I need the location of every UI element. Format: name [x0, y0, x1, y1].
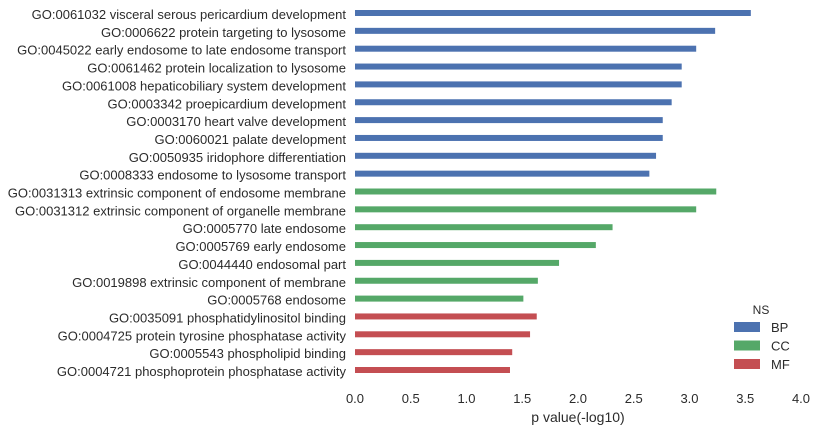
bar-cc — [355, 295, 524, 302]
bar-bp — [355, 134, 663, 141]
category-label: GO:0031312 extrinsic component of organe… — [15, 203, 346, 218]
category-label: GO:0004721 phosphoprotein phosphatase ac… — [57, 364, 347, 379]
bar-bp — [355, 81, 682, 88]
category-label: GO:0005543 phospholipid binding — [149, 346, 346, 361]
legend-swatch-mf — [734, 359, 760, 369]
bar-mf — [355, 313, 537, 320]
x-tick-label: 1.5 — [513, 391, 531, 406]
bar-cc — [355, 259, 560, 266]
category-label: GO:0035091 phosphatidylinositol binding — [109, 310, 346, 325]
category-label: GO:0031313 extrinsic component of endoso… — [8, 186, 346, 201]
x-tick-label: 1.0 — [457, 391, 475, 406]
category-label: GO:0008333 endosome to lysosome transpor… — [79, 168, 346, 183]
legend: NS BP CC MF — [734, 303, 790, 372]
legend-title: NS — [753, 303, 770, 317]
bar-cc — [355, 277, 538, 284]
category-label: GO:0060021 palate development — [154, 132, 346, 147]
x-tick-label: 4.0 — [792, 391, 810, 406]
bar-bp — [355, 27, 716, 34]
bar-cc — [355, 188, 717, 195]
x-tick-label: 2.5 — [625, 391, 643, 406]
bar-bp — [355, 10, 751, 16]
category-labels-group: GO:0061032 visceral serous pericardium d… — [8, 7, 347, 379]
legend-label-mf: MF — [771, 357, 790, 372]
bar-bp — [355, 152, 657, 159]
category-label: GO:0005770 late endosome — [183, 221, 346, 236]
bar-bp — [355, 99, 672, 106]
category-label: GO:0005768 endosome — [207, 293, 346, 308]
category-label: GO:0006622 protein targeting to lysosome — [101, 25, 346, 40]
category-label: GO:0061032 visceral serous pericardium d… — [32, 7, 347, 22]
category-label: GO:0003342 proepicardium development — [108, 96, 347, 111]
x-axis-title: p value(-log10) — [531, 409, 624, 425]
x-axis-ticks-group: 0.0 0.5 1.0 1.5 2.0 2.5 3.0 3.5 4.0 — [346, 391, 810, 406]
category-label: GO:0004725 protein tyrosine phosphatase … — [58, 328, 347, 343]
bar-cc — [355, 224, 613, 231]
bar-bp — [355, 117, 663, 124]
bar-bp — [355, 170, 650, 177]
bar-bp — [355, 45, 697, 52]
legend-swatch-cc — [734, 340, 760, 351]
x-tick-label: 0.0 — [346, 391, 364, 406]
bar-mf — [355, 331, 531, 338]
bars-group — [355, 10, 751, 373]
x-tick-label: 3.5 — [736, 391, 754, 406]
x-tick-label: 2.0 — [569, 391, 587, 406]
x-tick-label: 3.0 — [680, 391, 698, 406]
bar-cc — [355, 242, 596, 249]
legend-label-bp: BP — [771, 320, 788, 335]
legend-swatch-bp — [734, 322, 760, 332]
category-label: GO:0019898 extrinsic component of membra… — [72, 275, 346, 290]
category-label: GO:0003170 heart valve development — [126, 114, 346, 129]
category-label: GO:0005769 early endosome — [175, 239, 346, 254]
category-label: GO:0044440 endosomal part — [178, 257, 346, 272]
legend-label-cc: CC — [771, 339, 790, 354]
category-label: GO:0061008 hepaticobiliary system develo… — [62, 78, 346, 93]
x-tick-label: 0.5 — [402, 391, 420, 406]
bar-bp — [355, 63, 682, 70]
category-label: GO:0045022 early endosome to late endoso… — [17, 43, 346, 58]
bar-cc — [355, 206, 697, 213]
bar-mf — [355, 367, 510, 373]
category-label: GO:0061462 protein localization to lysos… — [87, 61, 346, 76]
bar-mf — [355, 349, 513, 356]
category-label: GO:0050935 iridophore differentiation — [129, 150, 346, 165]
